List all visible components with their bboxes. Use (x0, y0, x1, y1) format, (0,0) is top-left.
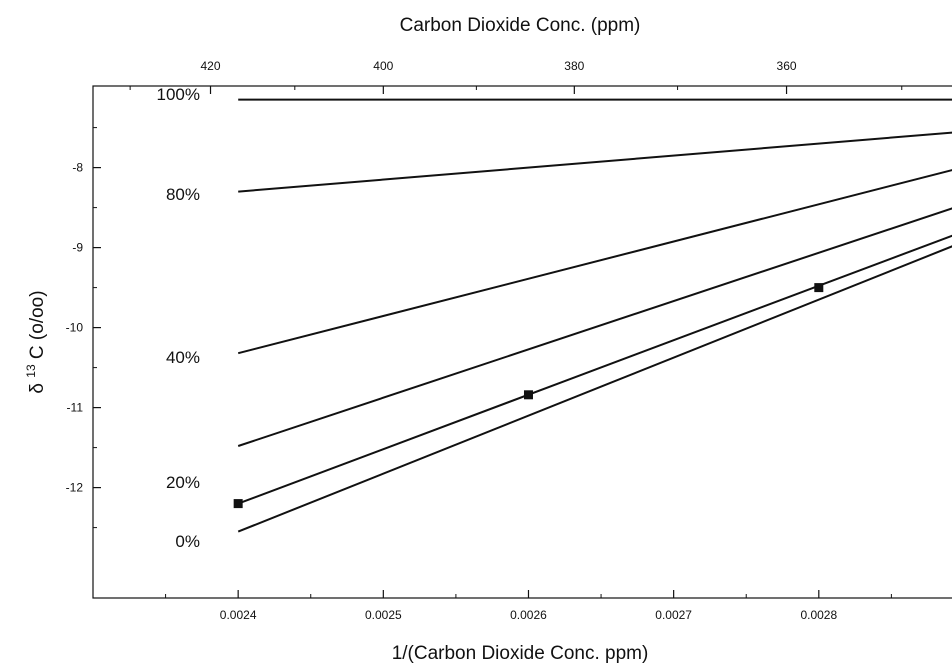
y-axis-title: δ 13 C (o/oo) (24, 290, 48, 393)
y-title-main: C (o/oo) (27, 290, 48, 364)
top-tick-label: 380 (564, 59, 584, 73)
series-lines (233, 98, 952, 533)
y-tick-label: -10 (66, 321, 84, 335)
x-tick-label: 0.0024 (220, 608, 257, 622)
data-point-marker (814, 283, 824, 293)
series-line (238, 131, 952, 193)
percent-label: 100% (157, 85, 200, 104)
y-tick-label: -9 (72, 241, 83, 255)
top-tick-label: 400 (373, 59, 393, 73)
percent-label: 40% (166, 348, 200, 367)
y-tick-label: -11 (67, 401, 84, 415)
x-axis-title: 1/(Carbon Dioxide Conc. ppm) (392, 643, 649, 664)
x-tick-label: 0.0028 (800, 608, 837, 622)
percent-label: 0% (175, 532, 200, 551)
y-tick-label: -8 (72, 161, 83, 175)
top-axis-title: Carbon Dioxide Conc. (ppm) (400, 15, 641, 36)
x-tick-label: 0.0025 (365, 608, 402, 622)
y-axis-ticks: -8 -9 -10 -11 -12 (66, 127, 101, 529)
plot-area (92, 85, 952, 599)
x-tick-label: 0.0027 (655, 608, 692, 622)
y-tick-label: -12 (66, 481, 84, 495)
top-axis-ticks: 420 400 380 360 (129, 59, 903, 94)
series-line (237, 234, 952, 505)
data-point-marker (233, 499, 243, 509)
x-axis-ticks: 0.0024 0.0025 0.0026 0.0027 0.0028 (165, 590, 892, 622)
y-title-delta: δ (27, 378, 48, 394)
series-line (237, 245, 952, 533)
x-tick-label: 0.0026 (510, 608, 547, 622)
y-title-superscript: 13 (24, 364, 38, 378)
top-tick-label: 420 (200, 59, 220, 73)
series-line (237, 169, 952, 355)
line-labels: 100% 80% 40% 20% 0% (157, 85, 200, 551)
percent-label: 80% (166, 185, 200, 204)
percent-label: 20% (166, 473, 200, 492)
top-tick-label: 360 (777, 59, 797, 73)
series-line (237, 207, 952, 447)
data-point-marker (523, 390, 533, 400)
